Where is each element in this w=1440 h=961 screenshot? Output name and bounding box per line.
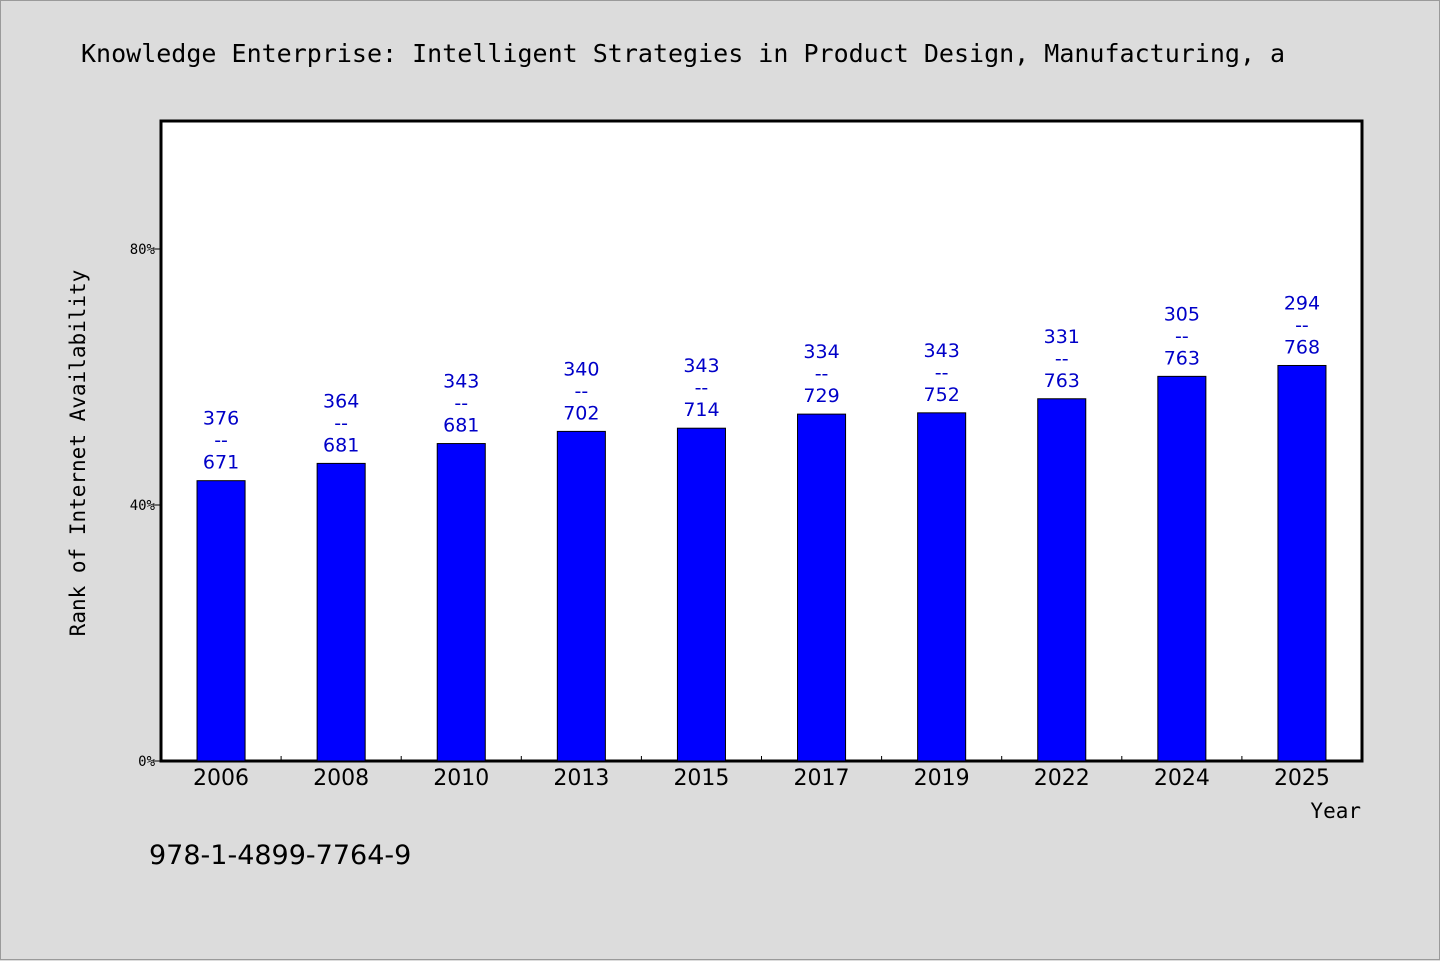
bar-2015 <box>676 427 726 762</box>
data-label: -- <box>334 412 348 434</box>
x-tick-label: 2019 <box>914 766 970 791</box>
data-label: 729 <box>803 385 839 407</box>
x-tick-label: 2017 <box>794 766 850 791</box>
data-label: 763 <box>1044 370 1080 392</box>
data-label: 343 <box>443 371 479 393</box>
y-tick-label: 80% <box>130 242 156 258</box>
x-tick-label: 2015 <box>673 766 729 791</box>
bar-2010 <box>436 443 486 762</box>
data-label: -- <box>815 363 829 385</box>
bar-2017 <box>797 413 847 762</box>
x-tick-label: 2008 <box>313 766 369 791</box>
x-axis-label: Year <box>1310 799 1361 823</box>
x-axis: 2006 2008 2010 2013 2015 2017 2019 2022 2024 2025 <box>193 756 1330 791</box>
y-axis-label: Rank of Internet Availability <box>66 270 90 637</box>
data-label: 331 <box>1044 326 1080 348</box>
bar-2024 <box>1157 375 1207 762</box>
isbn-text: 978-1-4899-7764-9 <box>149 840 411 871</box>
data-label: -- <box>1295 314 1309 336</box>
x-tick-label: 2010 <box>433 766 489 791</box>
data-label: -- <box>214 430 228 452</box>
bar-2025 <box>1277 364 1327 762</box>
data-label: 305 <box>1164 303 1200 325</box>
data-label: 768 <box>1284 336 1320 358</box>
data-label: 343 <box>683 355 719 377</box>
y-axis: 0% 40% 80% <box>130 242 161 770</box>
x-tick-label: 2024 <box>1154 766 1210 791</box>
data-label: -- <box>1175 325 1189 347</box>
x-tick-label: 2013 <box>553 766 609 791</box>
bar-2013 <box>556 430 606 762</box>
data-label: 334 <box>803 341 839 363</box>
data-label: 763 <box>1164 347 1200 369</box>
y-tick-label: 40% <box>130 498 156 514</box>
data-label: -- <box>695 377 709 399</box>
bar-2019 <box>917 412 967 762</box>
y-tick-label: 0% <box>138 754 155 770</box>
data-label: 364 <box>323 390 359 412</box>
data-label: -- <box>935 362 949 384</box>
data-label: 702 <box>563 402 599 424</box>
data-label: -- <box>1055 348 1069 370</box>
bar-2008 <box>316 462 366 762</box>
data-labels: 376--671364--681343--681340--702343--714… <box>203 292 1320 473</box>
data-label: -- <box>574 380 588 402</box>
data-label: 752 <box>924 384 960 406</box>
x-tick-label: 2025 <box>1274 766 1330 791</box>
data-label: 681 <box>443 415 479 437</box>
data-label: 681 <box>323 434 359 456</box>
x-tick-label: 2006 <box>193 766 249 791</box>
x-tick-label: 2022 <box>1034 766 1090 791</box>
bars <box>196 364 1327 762</box>
chart-title: Knowledge Enterprise: Intelligent Strate… <box>81 39 1285 68</box>
bar-2006 <box>196 480 246 762</box>
data-label: 340 <box>563 358 599 380</box>
data-label: 343 <box>924 340 960 362</box>
data-label: 714 <box>683 399 719 421</box>
data-label: -- <box>454 393 468 415</box>
bar-2022 <box>1037 398 1087 762</box>
data-label: 294 <box>1284 292 1320 314</box>
data-label: 376 <box>203 408 239 430</box>
data-label: 671 <box>203 452 239 474</box>
